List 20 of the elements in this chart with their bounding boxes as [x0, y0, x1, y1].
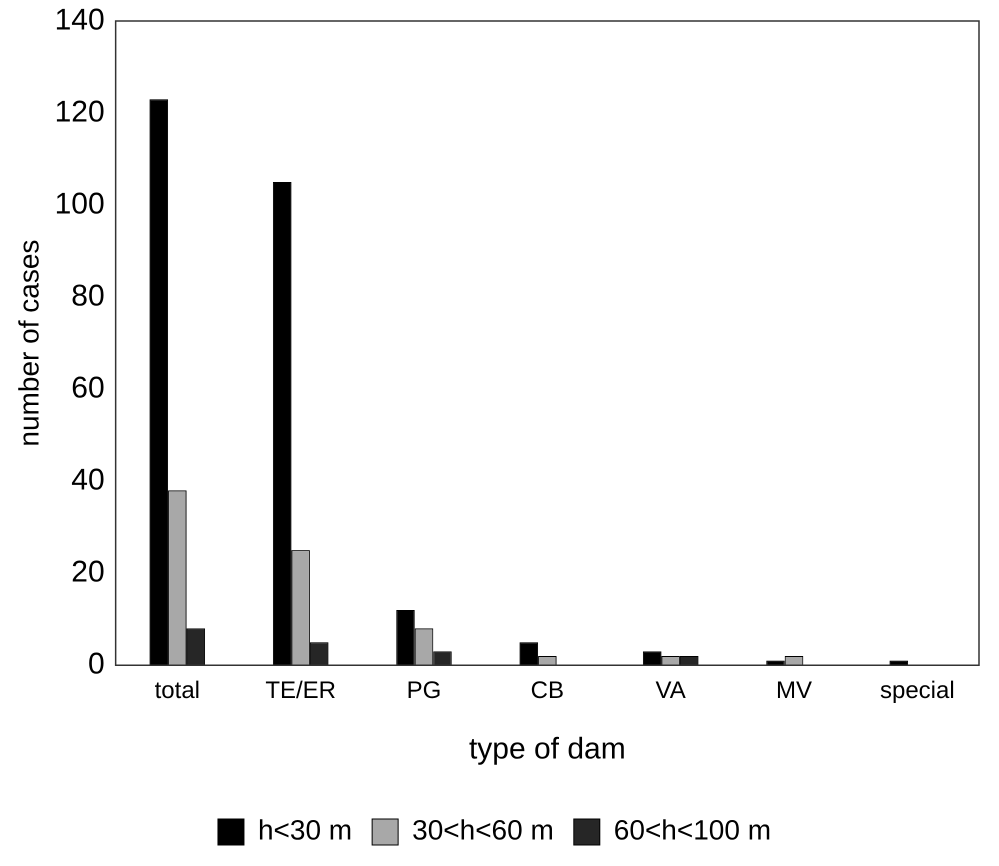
x-tick-label: TE/ER	[265, 677, 336, 704]
x-tick-label: MV	[776, 677, 812, 704]
legend-label: 30<h<60 m	[412, 814, 554, 846]
x-tick-label: VA	[656, 677, 686, 704]
legend-label: h<30 m	[258, 814, 352, 846]
y-axis-title: number of cases	[14, 240, 45, 447]
y-tick-label: 100	[54, 187, 105, 220]
y-tick-label: 40	[71, 463, 105, 496]
y-tick-label: 140	[54, 3, 105, 36]
x-tick-label: special	[880, 677, 955, 704]
x-tick-label: PG	[406, 677, 442, 704]
y-tick-label: 20	[71, 555, 105, 588]
y-tick-label: 120	[54, 95, 105, 128]
y-tick-label: 80	[71, 279, 105, 312]
x-axis-title: type of dam	[468, 732, 626, 766]
legend-label: 60<h<100 m	[614, 814, 772, 846]
y-tick-label: 60	[71, 371, 105, 404]
y-tick-label: 0	[88, 647, 105, 680]
x-tick-label: CB	[530, 677, 564, 704]
x-tick-label: total	[154, 677, 200, 704]
